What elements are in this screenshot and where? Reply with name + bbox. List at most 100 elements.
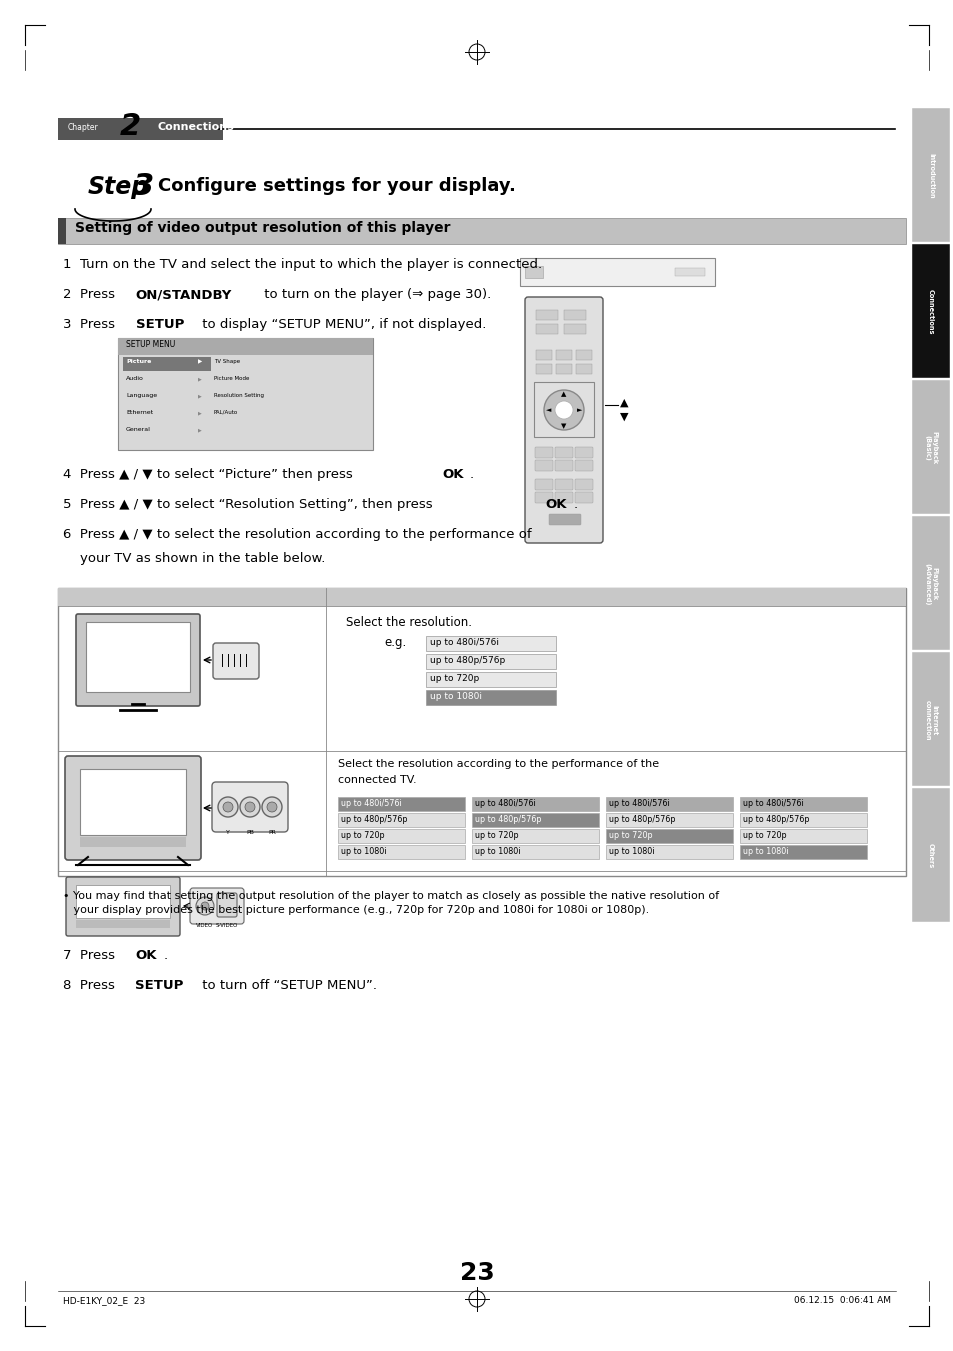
Text: ►: ► <box>577 407 581 413</box>
FancyBboxPatch shape <box>555 492 573 503</box>
FancyBboxPatch shape <box>472 813 598 827</box>
Text: up to 720p: up to 720p <box>340 831 384 840</box>
Text: PAL/Auto: PAL/Auto <box>213 409 238 415</box>
Text: ▶: ▶ <box>198 359 202 363</box>
FancyBboxPatch shape <box>472 844 598 859</box>
FancyBboxPatch shape <box>576 363 592 374</box>
FancyBboxPatch shape <box>58 588 905 875</box>
Text: General: General <box>126 427 151 432</box>
Text: ▶: ▶ <box>198 409 201 415</box>
FancyBboxPatch shape <box>548 513 580 526</box>
Text: .: . <box>470 467 474 481</box>
Text: Playback
(Basic): Playback (Basic) <box>923 431 937 465</box>
FancyBboxPatch shape <box>212 782 288 832</box>
Text: Setting of video output resolution of this player: Setting of video output resolution of th… <box>75 222 450 235</box>
FancyBboxPatch shape <box>563 309 585 320</box>
FancyBboxPatch shape <box>337 844 464 859</box>
Text: S-VIDEO: S-VIDEO <box>215 923 238 928</box>
Text: ▶: ▶ <box>198 393 201 399</box>
Text: to display “SETUP MENU”, if not displayed.: to display “SETUP MENU”, if not displaye… <box>198 317 486 331</box>
Text: Connections: Connections <box>927 289 933 335</box>
FancyBboxPatch shape <box>535 459 553 471</box>
FancyBboxPatch shape <box>337 830 464 843</box>
Text: SETUP: SETUP <box>135 979 184 992</box>
Circle shape <box>262 797 282 817</box>
Text: ◄: ◄ <box>545 407 551 413</box>
Text: 3  Press: 3 Press <box>63 317 119 331</box>
FancyBboxPatch shape <box>536 324 558 334</box>
FancyBboxPatch shape <box>605 844 732 859</box>
FancyBboxPatch shape <box>337 813 464 827</box>
FancyBboxPatch shape <box>337 797 464 811</box>
FancyBboxPatch shape <box>536 363 552 374</box>
Text: ▼: ▼ <box>619 412 628 422</box>
Text: up to 1080i: up to 1080i <box>340 847 386 857</box>
FancyBboxPatch shape <box>76 920 170 928</box>
Text: VIDEO: VIDEO <box>196 923 213 928</box>
Circle shape <box>201 902 209 911</box>
Text: Internet
connection: Internet connection <box>923 700 937 740</box>
FancyBboxPatch shape <box>555 459 573 471</box>
Text: Picture: Picture <box>126 359 152 363</box>
FancyBboxPatch shape <box>80 769 186 835</box>
FancyBboxPatch shape <box>556 350 572 359</box>
Text: TV Shape: TV Shape <box>213 359 240 363</box>
FancyBboxPatch shape <box>675 267 704 276</box>
FancyBboxPatch shape <box>555 480 573 490</box>
Text: up to 480i/576i: up to 480i/576i <box>430 638 498 647</box>
Text: up to 480p/576p: up to 480p/576p <box>340 815 407 824</box>
Text: up to 1080i: up to 1080i <box>430 692 481 701</box>
Text: PB: PB <box>246 830 253 835</box>
Text: to turn on the player (⇒ page 30).: to turn on the player (⇒ page 30). <box>259 288 491 301</box>
Text: up to 480p/576p: up to 480p/576p <box>475 815 541 824</box>
FancyBboxPatch shape <box>216 893 236 917</box>
Text: up to 480i/576i: up to 480i/576i <box>340 798 401 808</box>
Circle shape <box>195 897 213 915</box>
Text: .: . <box>163 948 168 962</box>
Text: Resolution Setting: Resolution Setting <box>213 393 264 399</box>
Text: • You may find that setting the output resolution of the player to match as clos: • You may find that setting the output r… <box>63 892 719 915</box>
FancyBboxPatch shape <box>58 118 223 141</box>
Circle shape <box>223 802 233 812</box>
FancyBboxPatch shape <box>575 480 593 490</box>
Text: 06.12.15  0:06:41 AM: 06.12.15 0:06:41 AM <box>793 1296 890 1305</box>
FancyBboxPatch shape <box>605 830 732 843</box>
FancyBboxPatch shape <box>911 380 949 513</box>
FancyBboxPatch shape <box>190 888 244 924</box>
FancyBboxPatch shape <box>426 671 556 688</box>
Text: Ethernet: Ethernet <box>126 409 153 415</box>
FancyBboxPatch shape <box>605 797 732 811</box>
FancyBboxPatch shape <box>524 297 602 543</box>
Text: 2  Press: 2 Press <box>63 288 119 301</box>
FancyBboxPatch shape <box>911 653 949 786</box>
Text: e.g.: e.g. <box>384 636 406 648</box>
FancyBboxPatch shape <box>80 838 186 847</box>
FancyBboxPatch shape <box>426 690 556 705</box>
Text: Chapter: Chapter <box>68 123 99 132</box>
Text: 6  Press ▲ / ▼ to select the resolution according to the performance of: 6 Press ▲ / ▼ to select the resolution a… <box>63 528 531 540</box>
FancyBboxPatch shape <box>576 350 592 359</box>
Text: Others: Others <box>927 843 933 869</box>
Text: connected TV.: connected TV. <box>337 775 416 785</box>
FancyBboxPatch shape <box>118 338 373 355</box>
Circle shape <box>555 401 573 419</box>
Text: 8  Press: 8 Press <box>63 979 119 992</box>
Text: ▼: ▼ <box>560 423 566 430</box>
FancyBboxPatch shape <box>740 813 866 827</box>
Circle shape <box>267 802 276 812</box>
Text: your TV as shown in the table below.: your TV as shown in the table below. <box>63 553 325 565</box>
Text: ▲: ▲ <box>560 390 566 397</box>
Text: 4  Press ▲ / ▼ to select “Picture” then press: 4 Press ▲ / ▼ to select “Picture” then p… <box>63 467 356 481</box>
Text: up to 720p: up to 720p <box>742 831 786 840</box>
FancyBboxPatch shape <box>911 788 949 921</box>
Text: up to 720p: up to 720p <box>608 831 652 840</box>
FancyBboxPatch shape <box>472 830 598 843</box>
Text: up to 720p: up to 720p <box>475 831 518 840</box>
Text: Playback
(Advanced): Playback (Advanced) <box>923 563 937 605</box>
FancyBboxPatch shape <box>536 350 552 359</box>
Text: OK: OK <box>135 948 157 962</box>
Text: 23: 23 <box>459 1260 494 1285</box>
FancyBboxPatch shape <box>563 324 585 334</box>
Text: Audio: Audio <box>126 376 144 381</box>
FancyBboxPatch shape <box>556 363 572 374</box>
